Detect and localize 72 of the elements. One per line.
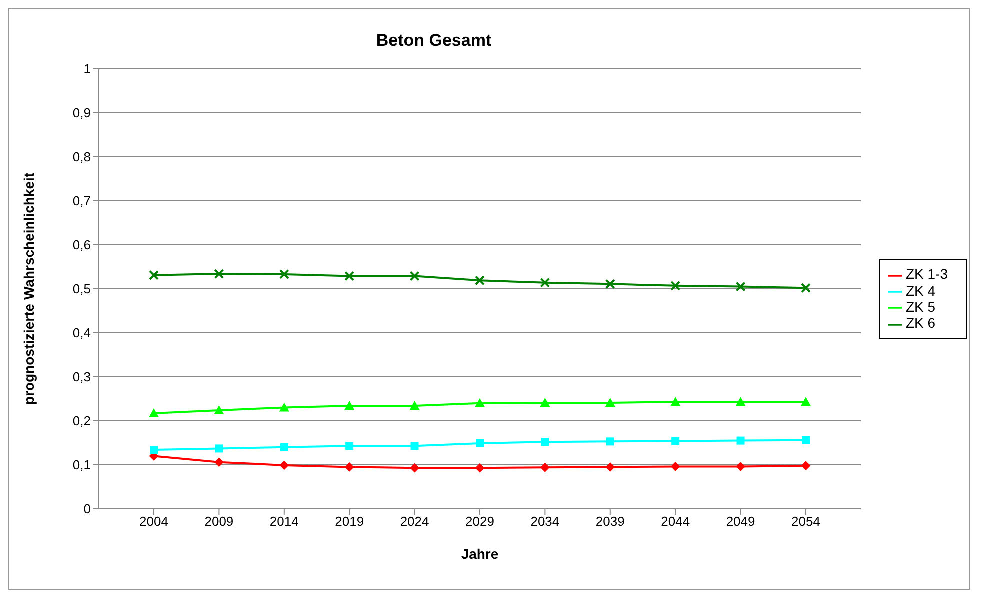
x-tick-label: 2039 [596,514,625,530]
point [670,280,681,291]
point [671,462,680,472]
point [736,282,746,292]
y-tick-label: 0,6 [72,238,91,253]
point [540,398,550,407]
point [801,461,810,470]
point [214,458,224,467]
point [540,463,550,472]
x-tick-label: 2029 [466,514,494,530]
point [214,405,224,414]
x-tick-label: 2019 [335,514,364,530]
point [606,462,615,472]
point [280,460,289,470]
y-tick-label: 0,2 [72,414,91,429]
point [736,462,746,472]
point [736,397,746,406]
point [672,437,680,446]
y-tick-label: 0,3 [72,370,91,385]
point [736,436,745,445]
point [802,436,810,444]
x-tick-label: 2034 [530,514,560,530]
legend-label: ZK 6 [906,315,936,332]
point [214,269,224,280]
legend-label: ZK 1-3 [906,266,948,282]
chart-title: Beton Gesamt [375,31,493,51]
y-axis-title: prognostizierte Wahrscheinlichkeit [20,172,37,406]
y-tick-label: 0 [84,502,91,517]
point [800,283,811,294]
point [346,442,354,450]
point [670,397,681,406]
point [606,438,614,446]
point [475,464,484,473]
point [605,279,616,290]
point [345,462,354,472]
x-tick-label: 2014 [270,514,299,530]
y-tick-label: 0,5 [72,282,91,297]
y-tick-label: 0,8 [72,150,91,165]
y-tick-label: 1 [84,62,91,77]
point [279,269,290,280]
point [474,276,485,286]
x-tick-label: 2004 [140,514,168,530]
point [149,408,159,418]
x-tick-label: 2024 [400,514,430,530]
point [474,398,485,408]
x-tick-label: 2044 [661,514,690,530]
point [800,397,811,406]
x-axis-title: Jahre [461,546,499,562]
y-tick-label: 0,4 [72,326,91,341]
point [410,271,420,282]
x-tick-label: 2009 [204,514,234,530]
point [344,271,355,282]
point [280,443,288,452]
point [541,438,550,446]
point [605,398,616,407]
legend-label: ZK 5 [906,299,936,315]
point [476,439,484,448]
y-tick-label: 0,7 [72,194,91,209]
legend-label: ZK 4 [906,282,936,299]
point [410,442,419,450]
point [410,464,420,473]
y-tick-label: 0,9 [72,106,91,121]
x-tick-label: 2049 [726,514,756,530]
x-tick-label: 2054 [792,514,820,530]
point [344,401,355,410]
y-tick-label: 0,1 [72,458,91,473]
point [410,401,420,410]
point [540,278,550,288]
point [215,444,224,453]
point [149,270,159,280]
point [150,446,158,454]
point [279,402,290,412]
